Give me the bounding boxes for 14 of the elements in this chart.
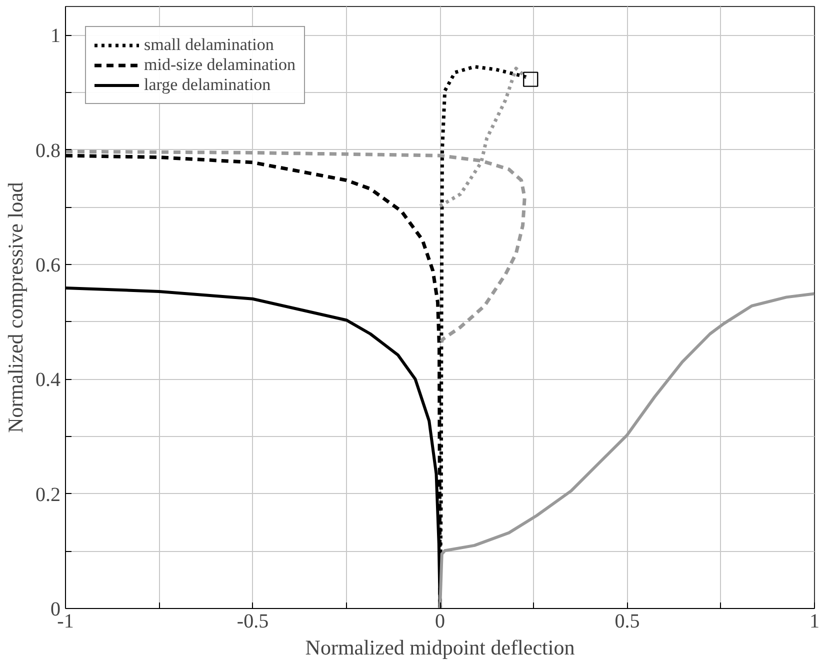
x-tick-label: -0.5 [236,610,269,632]
y-tick-label: 0.8 [36,140,60,162]
y-tick-label: 1 [50,25,60,48]
legend-label: small delamination [144,35,274,55]
x-tick-label: 0.5 [614,610,640,632]
x-tick-label: 0 [435,610,445,632]
x-axis-title: Normalized midpoint deflection [305,636,576,660]
legend-label: large delamination [144,75,271,95]
y-tick-label: 0.2 [36,484,60,506]
legend-label: mid-size delamination [144,55,296,75]
y-tick-label: 0.6 [36,254,60,276]
x-tick-label: 1 [810,610,820,632]
y-tick-label: 0.4 [36,369,60,392]
y-axis-title: Normalized compressive load [4,182,28,433]
